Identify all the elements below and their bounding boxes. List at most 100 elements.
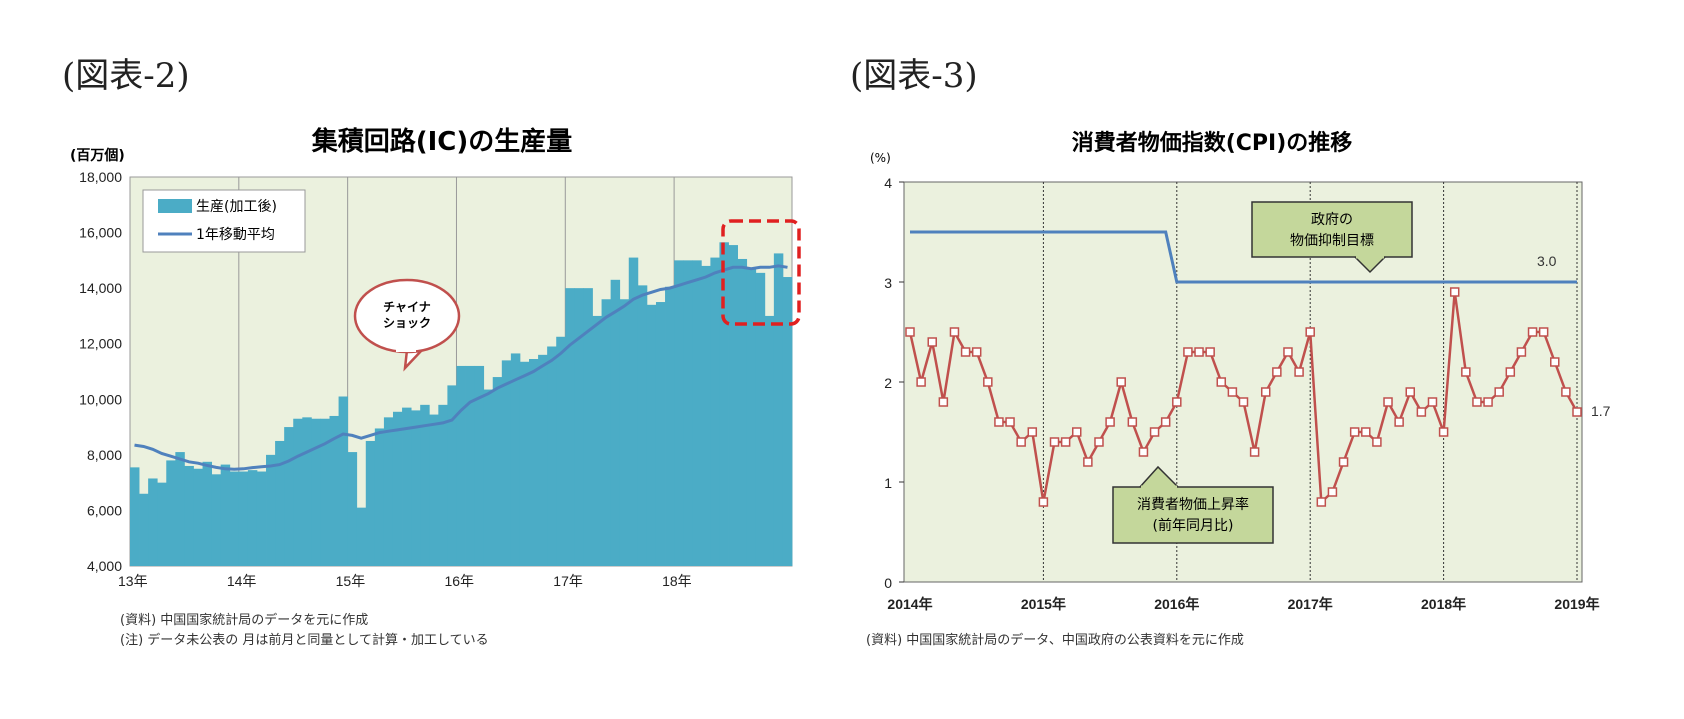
cpi-point-marker — [949, 327, 960, 337]
cpi-point-marker — [1316, 497, 1327, 507]
ic-x-tick-label: 14年 — [227, 573, 257, 589]
ic-y-tick-label: 16,000 — [79, 225, 122, 241]
ic-production-bar — [764, 315, 775, 566]
cpi-point-marker — [1116, 377, 1126, 387]
ic-production-bar — [665, 286, 675, 566]
cpi-point-marker — [1227, 387, 1238, 397]
ic-production-bar — [374, 428, 385, 566]
ic-production-bar — [628, 257, 639, 566]
ic-production-bar — [583, 288, 593, 566]
ic-production-bar — [247, 470, 258, 566]
ic-production-bar — [746, 268, 757, 566]
target-callout-line1: 政府の — [1311, 212, 1353, 228]
legend-bar-label: 生産(加工後) — [196, 199, 277, 215]
ic-production-bar — [438, 404, 448, 566]
ic-production-bar — [347, 452, 358, 566]
cpi-point-marker — [1083, 457, 1093, 467]
cpi-point-marker — [1438, 427, 1449, 437]
cpi-point-marker — [1349, 427, 1360, 437]
ic-production-bar — [266, 454, 276, 566]
ic-production-bar — [175, 452, 185, 566]
ic-legend: 生産(加工後) 1年移動平均 — [142, 189, 306, 253]
ic-production-bar — [184, 465, 194, 566]
cpi-x-tick-label: 2016年 — [1154, 596, 1199, 612]
ic-production-bar — [383, 417, 394, 566]
ic-production-bar — [592, 315, 602, 566]
cpi-point-marker — [1516, 347, 1527, 357]
ic-production-bar — [338, 396, 349, 566]
ic-production-bar — [293, 418, 303, 566]
ic-production-bar — [538, 354, 548, 566]
ic-y-tick-label: 8,000 — [87, 447, 122, 463]
ic-production-bar — [737, 258, 748, 566]
cpi-target-line — [910, 230, 1577, 284]
ic-production-bar — [601, 299, 612, 566]
ic-production-bar — [429, 414, 439, 566]
cpi-point-marker — [1260, 387, 1271, 397]
ic-production-bar — [211, 474, 222, 566]
ic-production-bar — [202, 461, 213, 566]
cpi-point-marker — [1461, 367, 1471, 377]
cpi-point-marker — [1016, 437, 1026, 447]
ic-production-bar — [719, 242, 729, 566]
cpi-point-marker — [927, 337, 937, 347]
cpi-point-marker — [1372, 437, 1382, 447]
ic-x-tick-label: 18年 — [662, 573, 692, 589]
ic-y-tick-label: 14,000 — [79, 280, 122, 296]
ic-production-bar — [447, 385, 457, 566]
china-shock-text-line1: チャイナ — [383, 300, 431, 314]
ic-production-bar — [148, 478, 158, 566]
cpi-point-marker — [1405, 387, 1415, 397]
cpi-y-unit: (%) — [870, 151, 891, 165]
ic-production-bar — [365, 440, 376, 566]
ic-production-bar — [492, 377, 503, 566]
cpi-y-tick-label: 2 — [884, 375, 892, 391]
ic-production-bar — [392, 411, 403, 566]
ic-production-bar — [646, 304, 657, 566]
cpi-point-marker — [983, 377, 993, 387]
cpi-point-marker — [994, 417, 1004, 427]
cpi-y-tick-label: 4 — [884, 175, 892, 191]
cpi-point-marker — [960, 347, 971, 357]
cpi-point-marker — [1561, 387, 1571, 397]
cpi-point-marker — [1538, 327, 1549, 337]
cpi-point-marker — [1049, 437, 1060, 447]
cpi-point-marker — [1449, 287, 1460, 297]
ic-note-source: (資料) 中国国家統計局のデータを元に作成 — [120, 612, 368, 628]
ic-production-bar — [510, 353, 521, 566]
cpi-point-marker — [1027, 427, 1038, 437]
cpi-point-marker — [1005, 417, 1015, 427]
figure-2-label: (図表-2) — [62, 56, 190, 96]
cpi-note-source: (資料) 中国国家統計局のデータ、中国政府の公表資料を元に作成 — [866, 632, 1244, 648]
ic-production-bar — [474, 365, 485, 566]
china-shock-callout: チャイナ ショック — [353, 278, 461, 372]
ic-production-bar — [411, 410, 421, 566]
ic-y-unit: (百万個) — [70, 147, 125, 164]
ic-production-bar — [456, 365, 466, 566]
cpi-point-marker — [1572, 407, 1582, 417]
ic-production-bar — [220, 464, 231, 566]
cpi-x-tick-label: 2015年 — [1021, 596, 1066, 612]
ic-y-tick-label: 6,000 — [87, 502, 122, 518]
cpi-callout-line1: 消費者物価上昇率 — [1137, 496, 1249, 513]
cpi-point-marker — [1505, 367, 1516, 377]
target-callout-line2: 物価抑制目標 — [1290, 233, 1374, 249]
ic-production-bar — [157, 482, 167, 566]
cpi-point-marker — [1494, 387, 1504, 397]
cpi-point-marker — [1194, 347, 1204, 357]
cpi-point-marker — [1160, 417, 1171, 427]
cpi-point-marker — [1183, 347, 1193, 357]
cpi-point-marker — [1216, 377, 1227, 387]
ic-production-bar — [139, 493, 149, 566]
cpi-end-label: 1.7 — [1591, 403, 1611, 419]
china-shock-text-line2: ショック — [383, 316, 431, 330]
ic-production-bar — [565, 288, 575, 566]
cpi-target-end-label: 3.0 — [1537, 253, 1557, 269]
ic-production-bar — [275, 440, 285, 566]
cpi-point-marker — [1205, 347, 1215, 357]
ic-moving-average-line — [134, 264, 788, 471]
cpi-point-marker — [1105, 417, 1115, 427]
ic-production-bar — [229, 471, 240, 566]
ic-production-bar — [130, 467, 140, 566]
